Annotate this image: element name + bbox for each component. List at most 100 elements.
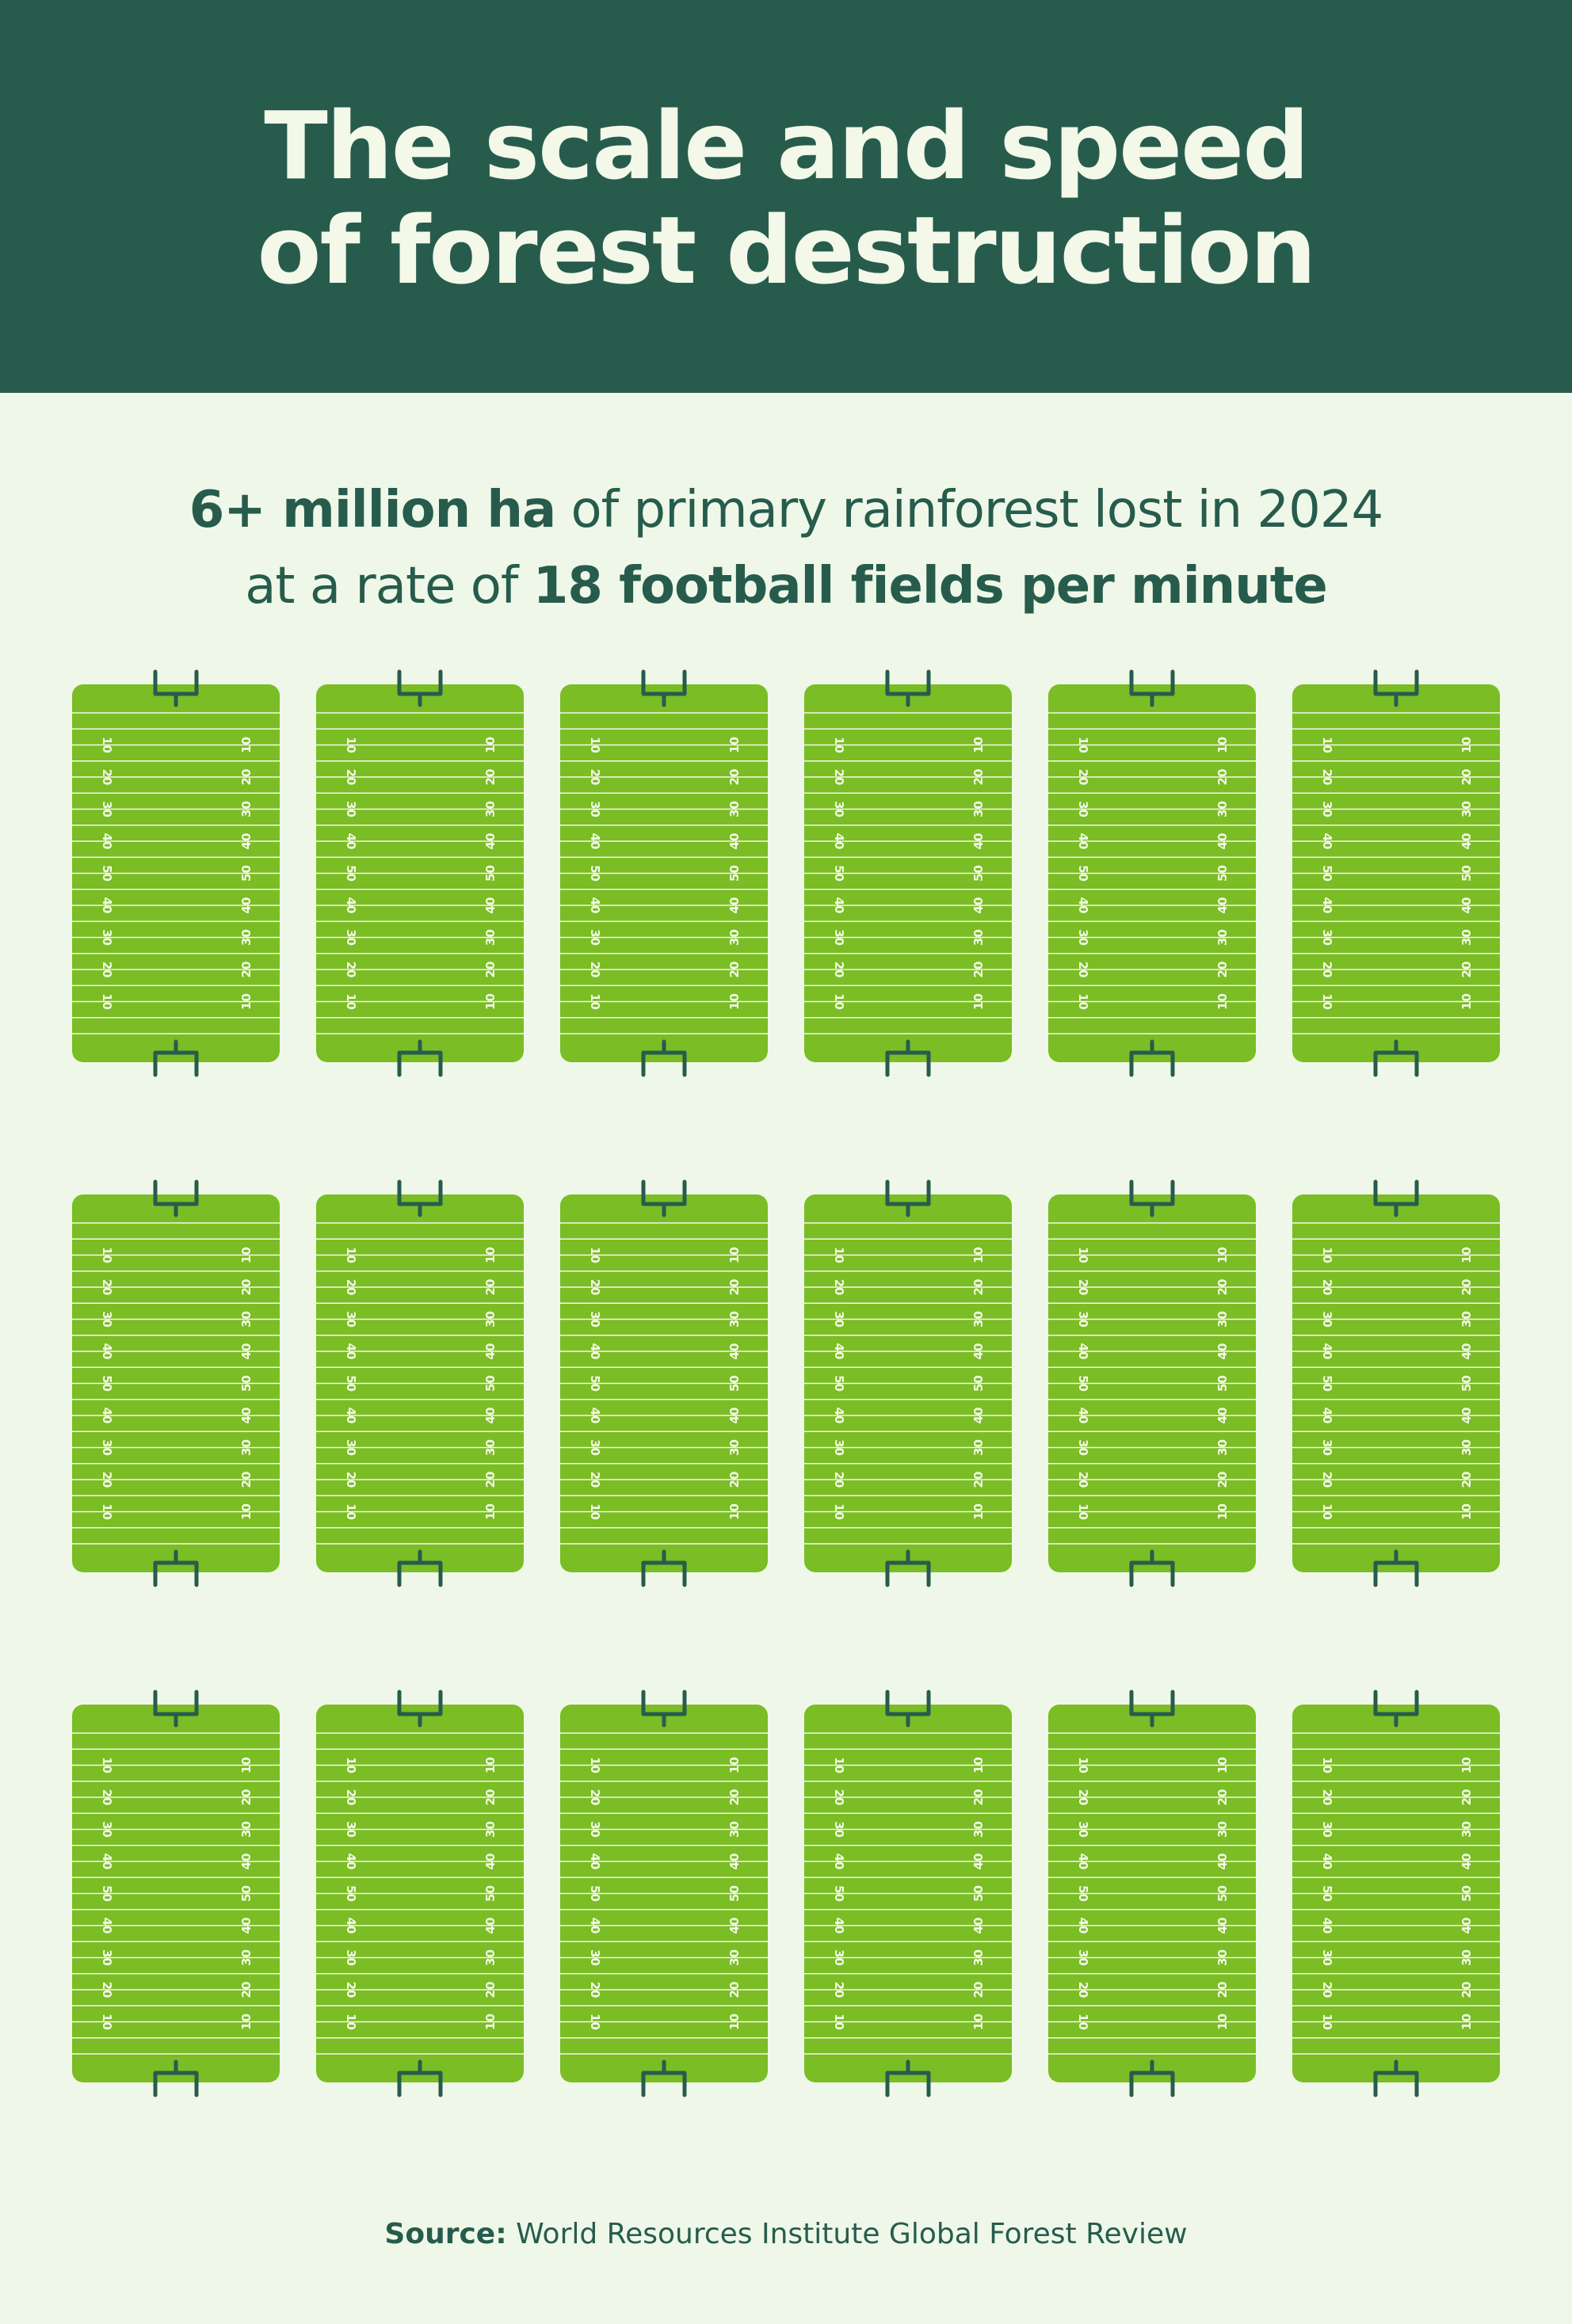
yard-number: 30 [971,1439,986,1456]
yard-number: 10 [727,1503,742,1520]
yard-number: 30 [1320,1949,1334,1966]
yard-number: 20 [344,1789,358,1806]
yard-number: 40 [588,833,602,850]
yard-number: 30 [100,801,114,817]
yard-number: 30 [344,1821,358,1838]
yard-number: 10 [971,2013,986,2030]
yard-number: 10 [1320,1247,1334,1263]
football-field: 10 10 20 20 30 30 40 40 50 50 40 40 30 30 20 20 10 10 [72,669,280,1077]
subtitle-text-1: of primary rainforest lost in 2024 [555,481,1384,539]
yard-number: 20 [344,1279,358,1296]
yard-number: 20 [1076,1472,1090,1488]
yard-number: 20 [1320,1982,1334,1998]
yard-number: 50 [1215,1375,1230,1392]
yard-number: 10 [588,2013,602,2030]
yard-number: 40 [239,1853,254,1870]
yard-number: 10 [1215,1503,1230,1520]
yard-number: 20 [971,1279,986,1296]
yard-number: 20 [727,962,742,978]
yard-number: 20 [1320,1789,1334,1806]
yard-number: 10 [727,1757,742,1773]
yard-number: 40 [1459,1408,1474,1424]
yard-number: 10 [344,1757,358,1773]
goalpost-icon [397,1549,443,1587]
yard-number: 30 [483,1439,498,1456]
yard-number: 20 [832,1789,846,1806]
yard-number: 10 [1215,993,1230,1010]
yard-number: 20 [588,769,602,786]
yard-number: 10 [588,737,602,753]
yard-number: 10 [239,1503,254,1520]
yard-number: 20 [727,769,742,786]
yard-number: 20 [100,1279,114,1296]
yard-number: 20 [100,1982,114,1998]
yard-number: 20 [483,1279,498,1296]
football-field: 10 10 20 20 30 30 40 40 50 50 40 40 30 30 20 20 10 10 [316,1690,524,2097]
yard-number: 50 [971,1885,986,1902]
goalpost-icon [1373,1549,1419,1587]
yard-number: 20 [1320,1472,1334,1488]
source-text: World Resources Institute Global Forest … [506,2218,1188,2250]
yard-number: 40 [100,897,114,914]
yard-number: 50 [1459,1885,1474,1902]
yard-number: 20 [1215,769,1230,786]
yard-number: 30 [588,1821,602,1838]
yard-number: 10 [588,1503,602,1520]
yard-number: 20 [971,1472,986,1488]
yard-number: 50 [1076,865,1090,882]
yard-number: 10 [239,2013,254,2030]
goalpost-icon [885,669,931,707]
yard-number: 20 [1215,1279,1230,1296]
yard-number: 40 [588,1853,602,1870]
yard-number: 10 [1320,1757,1334,1773]
yard-number: 40 [1215,1343,1230,1360]
yard-number: 30 [1215,1439,1230,1456]
yard-number: 10 [588,993,602,1010]
yard-number: 10 [971,1247,986,1263]
goalpost-icon [641,1690,687,1728]
goalpost-icon [1129,1549,1175,1587]
yard-number: 30 [1320,1821,1334,1838]
yard-number: 20 [1076,1982,1090,1998]
yard-number: 40 [1320,897,1334,914]
yard-number: 50 [239,865,254,882]
yard-number: 10 [1215,737,1230,753]
yard-number: 30 [727,801,742,817]
yard-number: 40 [1215,1853,1230,1870]
yard-number: 30 [588,1949,602,1966]
yard-number: 10 [727,737,742,753]
yard-number: 50 [727,1885,742,1902]
yard-number: 20 [588,1279,602,1296]
yard-number: 10 [1320,993,1334,1010]
yard-number: 40 [1076,833,1090,850]
subtitle-line-1: 6+ million ha of primary rainforest lost… [0,472,1572,548]
football-field: 10 10 20 20 30 30 40 40 50 50 40 40 30 30 20 20 10 10 [804,1179,1012,1587]
yard-number: 40 [483,1408,498,1424]
yard-number: 50 [971,865,986,882]
yard-number: 40 [588,1343,602,1360]
subtitle-stat-area: 6+ million ha [189,481,556,539]
yard-number: 30 [1076,1439,1090,1456]
yard-number: 10 [832,1247,846,1263]
yard-number: 30 [1215,1821,1230,1838]
yard-number: 20 [727,1982,742,1998]
yard-number: 30 [483,929,498,946]
yard-number: 30 [239,1949,254,1966]
football-field: 10 10 20 20 30 30 40 40 50 50 40 40 30 30 20 20 10 10 [316,669,524,1077]
yard-number: 10 [344,737,358,753]
yard-number: 40 [1215,833,1230,850]
goalpost-icon [1129,1179,1175,1217]
yard-number: 30 [832,1311,846,1328]
yard-number: 30 [1076,801,1090,817]
yard-number: 10 [344,2013,358,2030]
yard-number: 20 [1215,962,1230,978]
yard-number: 10 [100,2013,114,2030]
yard-number: 30 [1459,1821,1474,1838]
goalpost-icon [641,669,687,707]
yard-number: 20 [727,1789,742,1806]
yard-number: 10 [1215,1757,1230,1773]
yard-number: 30 [1320,801,1334,817]
yard-number: 20 [239,769,254,786]
yard-number: 10 [1076,1503,1090,1520]
yard-number: 40 [483,1343,498,1360]
